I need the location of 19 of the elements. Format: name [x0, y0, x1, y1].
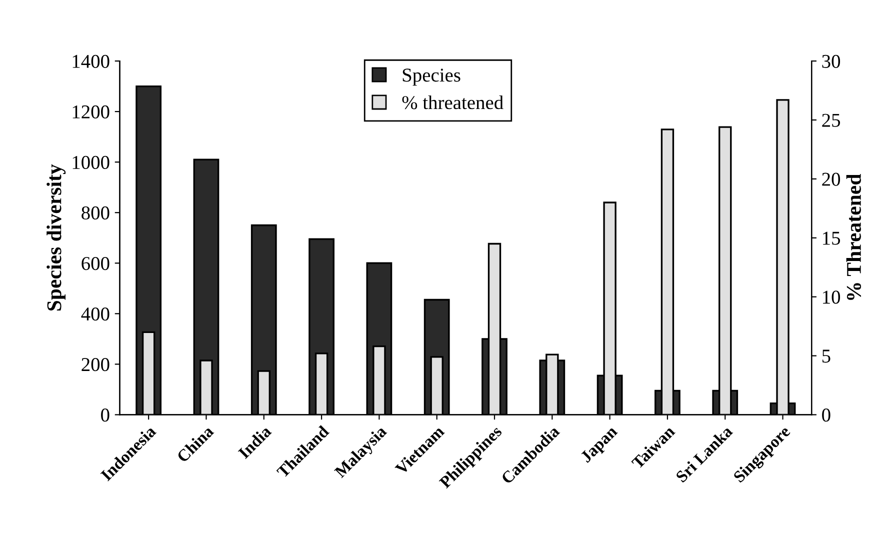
legend-label: Species: [402, 68, 460, 86]
y-tick-label: 800: [82, 206, 110, 220]
y2-tick-label: 15: [823, 232, 840, 245]
y-axis-title: Species diversity: [46, 164, 66, 311]
y-tick-label: 0: [101, 408, 110, 422]
y2-tick-label: 10: [823, 290, 840, 304]
y-tick-label: 600: [82, 256, 110, 270]
y2-tick-label: 0: [822, 408, 830, 422]
y-tick-label: 200: [82, 358, 110, 372]
y-tick-label: 400: [81, 307, 110, 321]
y2-tick-label: 5: [822, 350, 830, 363]
y-tick-label: 1000: [72, 156, 110, 170]
y2-tick-label: 20: [822, 172, 840, 186]
y2-axis-title: % Threatened: [846, 174, 862, 300]
y-tick-label: 1200: [72, 105, 110, 118]
y-tick-label: 1400: [72, 54, 110, 68]
y2-tick-label: 25: [822, 114, 840, 127]
legend-label: % threatened: [402, 96, 504, 110]
y2-tick-label: 30: [822, 54, 840, 68]
